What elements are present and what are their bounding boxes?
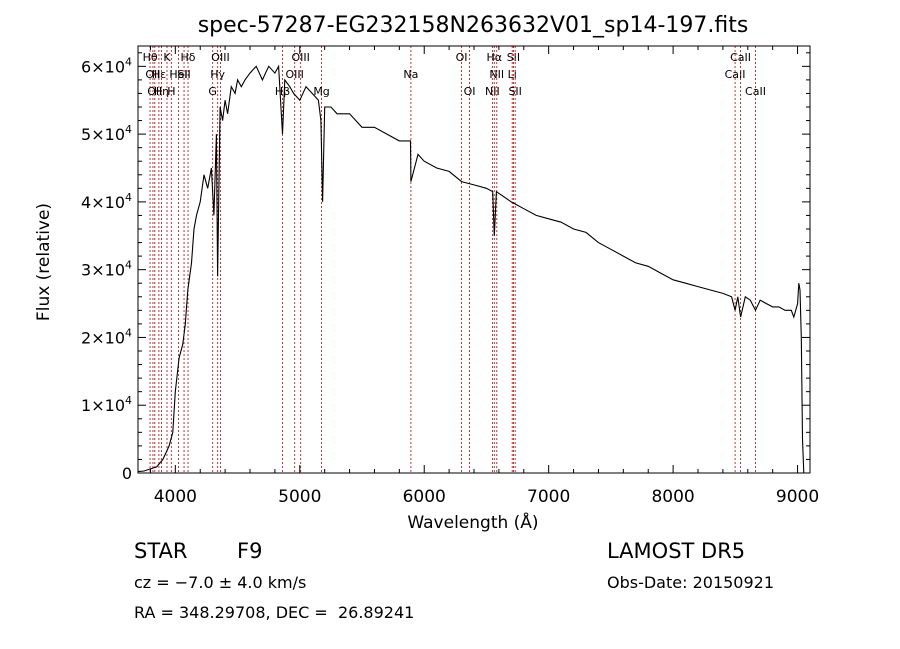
y-tick-label: 6×104 bbox=[81, 55, 132, 76]
y-axis: 0 1×104 2×104 3×104 4×104 5×104 6×104 bbox=[81, 52, 810, 483]
class-label: STAR bbox=[134, 539, 188, 563]
marker-label: G bbox=[208, 85, 217, 98]
y-tick-label: 4×104 bbox=[81, 191, 132, 212]
plot-frame bbox=[137, 45, 811, 474]
marker-label: CaII bbox=[745, 85, 766, 98]
marker-label: CaII bbox=[725, 68, 746, 81]
marker-label: OI bbox=[456, 51, 468, 64]
x-axis-label: Wavelength (Å) bbox=[407, 511, 538, 533]
cz-label: cz = −7.0 ± 4.0 km/s bbox=[134, 573, 307, 592]
subclass-label: F9 bbox=[237, 539, 263, 563]
marker-label: Hε bbox=[152, 68, 166, 81]
marker-label: HeI bbox=[169, 68, 187, 81]
x-tick-label: 7000 bbox=[527, 487, 570, 507]
y-tick-label: 3×104 bbox=[81, 259, 132, 280]
marker-label: Hδ bbox=[181, 51, 196, 64]
x-tick-label: 5000 bbox=[278, 487, 321, 507]
marker-label: K bbox=[163, 51, 171, 64]
x-tick-label: 4000 bbox=[154, 487, 197, 507]
marker-lines: HθOIIOIIHεHηKHHeISIIHδGHγOIIIHβOIIIOIIIM… bbox=[143, 46, 766, 473]
x-axis: 4000 5000 6000 7000 8000 9000 bbox=[149, 46, 819, 507]
marker-label: NII bbox=[485, 85, 500, 98]
marker-label: Na bbox=[403, 68, 418, 81]
marker-label: Hβ bbox=[275, 85, 290, 98]
x-tick-label: 8000 bbox=[651, 487, 694, 507]
marker-label: Hθ bbox=[143, 51, 158, 64]
marker-label: NII bbox=[489, 68, 504, 81]
marker-label: OI bbox=[464, 85, 476, 98]
marker-label: SII bbox=[177, 68, 190, 81]
marker-label: H bbox=[167, 85, 175, 98]
y-tick-label: 2×104 bbox=[81, 326, 132, 347]
chart-title: spec-57287-EG232158N263632V01_sp14-197.f… bbox=[198, 13, 749, 38]
marker-label: OIII bbox=[285, 68, 303, 81]
marker-label: Li bbox=[508, 68, 517, 81]
marker-label: OII bbox=[145, 68, 160, 81]
coords-label: RA = 348.29708, DEC = 26.89241 bbox=[134, 603, 415, 622]
marker-label: CaII bbox=[730, 51, 751, 64]
marker-label: Hη bbox=[154, 85, 169, 98]
y-axis-label: Flux (relative) bbox=[34, 203, 54, 321]
marker-label: OIII bbox=[211, 51, 229, 64]
y-tick-label: 5×104 bbox=[81, 123, 132, 144]
x-tick-label: 6000 bbox=[403, 487, 446, 507]
obs-date-label: Obs-Date: 20150921 bbox=[607, 573, 775, 592]
y-tick-label: 1×104 bbox=[81, 394, 132, 415]
spectrum-line bbox=[137, 64, 805, 474]
marker-label: OIII bbox=[291, 51, 309, 64]
y-tick-label: 0 bbox=[122, 464, 132, 483]
marker-label: Mg bbox=[313, 85, 329, 98]
marker-label: SII bbox=[508, 85, 521, 98]
marker-label: Hγ bbox=[210, 68, 225, 81]
marker-label: Hα bbox=[487, 51, 503, 64]
x-tick-label: 9000 bbox=[776, 487, 819, 507]
survey-label: LAMOST DR5 bbox=[607, 539, 746, 563]
marker-label: SII bbox=[507, 51, 520, 64]
